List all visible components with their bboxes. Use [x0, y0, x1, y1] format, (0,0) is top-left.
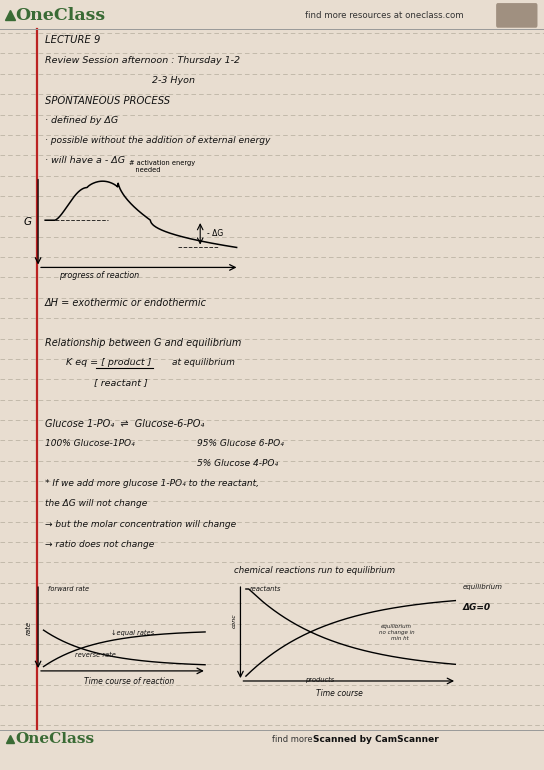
Text: * If we add more glucose 1-PO₄ to the reactant,: * If we add more glucose 1-PO₄ to the re… [45, 479, 258, 488]
Text: rate: rate [26, 621, 32, 634]
Text: SPONTANEOUS PROCESS: SPONTANEOUS PROCESS [45, 96, 170, 106]
Text: · will have a - ΔG: · will have a - ΔG [45, 156, 125, 166]
Text: Time course: Time course [316, 688, 362, 698]
Text: equilibrium: equilibrium [462, 584, 503, 590]
Text: G: G [23, 217, 32, 227]
Text: 2-3 Hyon: 2-3 Hyon [152, 75, 195, 85]
Text: OneClass: OneClass [15, 732, 94, 746]
Text: Review Session afternoon : Thursday 1-2: Review Session afternoon : Thursday 1-2 [45, 55, 239, 65]
Text: forward rate: forward rate [48, 586, 89, 591]
Text: find more: find more [272, 735, 316, 744]
Text: LECTURE 9: LECTURE 9 [45, 35, 100, 45]
Text: OneClass: OneClass [15, 6, 106, 24]
Text: → ratio does not change: → ratio does not change [45, 540, 154, 549]
Text: K eq = [ product ]: K eq = [ product ] [66, 358, 152, 367]
Text: conc: conc [232, 614, 237, 628]
Text: reactants: reactants [250, 587, 282, 592]
Text: 5% Glucose 4-PO₄: 5% Glucose 4-PO₄ [197, 459, 278, 468]
Text: 100% Glucose-1PO₄: 100% Glucose-1PO₄ [45, 439, 134, 448]
Text: reverse rate: reverse rate [75, 651, 116, 658]
Text: at equilibrium: at equilibrium [172, 358, 236, 367]
Text: Relationship between G and equilibrium: Relationship between G and equilibrium [45, 338, 241, 348]
Text: Glucose 1-PO₄  ⇌  Glucose-6-PO₄: Glucose 1-PO₄ ⇌ Glucose-6-PO₄ [45, 419, 204, 429]
Text: ΔG=0: ΔG=0 [462, 604, 491, 612]
Text: find more resources at oneclass.com: find more resources at oneclass.com [305, 11, 463, 19]
Text: chemical reactions run to equilibrium: chemical reactions run to equilibrium [234, 566, 395, 575]
Text: products: products [305, 677, 334, 683]
Text: equilibrium
no change in
    min ht: equilibrium no change in min ht [379, 624, 415, 641]
Text: · possible without the addition of external energy: · possible without the addition of exter… [45, 136, 270, 146]
Text: the ΔG will not change: the ΔG will not change [45, 500, 147, 508]
Text: Scanned by CamScanner: Scanned by CamScanner [313, 735, 438, 744]
Text: ↓equal rates: ↓equal rates [110, 630, 154, 636]
Text: [ reactant ]: [ reactant ] [94, 378, 147, 387]
Text: · defined by ΔG: · defined by ΔG [45, 116, 118, 125]
FancyBboxPatch shape [496, 3, 537, 28]
Text: Time course of reaction: Time course of reaction [84, 677, 174, 686]
Text: → but the molar concentration will change: → but the molar concentration will chang… [45, 520, 236, 528]
Text: progress of reaction: progress of reaction [59, 271, 139, 280]
Text: 95% Glucose 6-PO₄: 95% Glucose 6-PO₄ [197, 439, 284, 448]
Text: # activation energy
   needed: # activation energy needed [129, 160, 196, 172]
Text: - ΔG: - ΔG [207, 229, 223, 239]
Text: ΔH = exothermic or endothermic: ΔH = exothermic or endothermic [45, 298, 207, 308]
